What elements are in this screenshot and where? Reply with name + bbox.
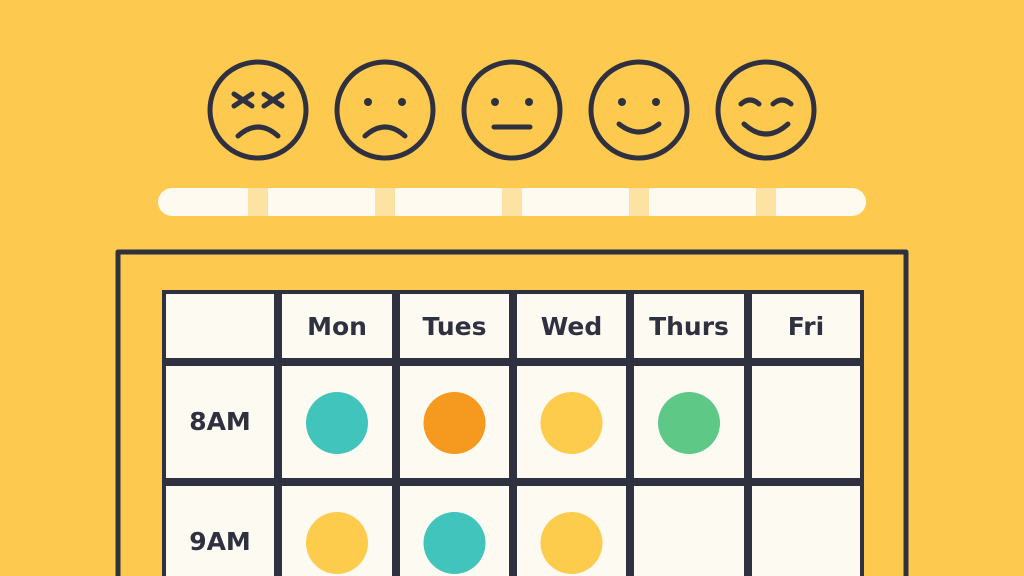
cell bbox=[278, 290, 396, 362]
mood-dot bbox=[658, 392, 720, 454]
calendar-grid: Mon Tues Wed Thurs Fri 8AM 9AM bbox=[162, 290, 864, 576]
cell bbox=[630, 362, 748, 482]
cell bbox=[162, 362, 278, 482]
cell bbox=[630, 482, 748, 576]
time-label: 8AM bbox=[189, 407, 251, 436]
column-header: Fri bbox=[788, 312, 824, 341]
cell bbox=[162, 482, 278, 576]
mood-dot bbox=[306, 512, 368, 574]
time-label: 9AM bbox=[189, 527, 251, 556]
mood-slider bbox=[158, 188, 866, 216]
cell bbox=[630, 290, 748, 362]
face-neutral bbox=[461, 59, 563, 161]
column-header: Tues bbox=[423, 312, 487, 341]
mood-dot bbox=[423, 392, 486, 454]
face-angry bbox=[207, 59, 309, 161]
cell bbox=[396, 290, 513, 362]
mood-dot bbox=[540, 512, 603, 574]
face-joyful bbox=[715, 59, 817, 161]
mood-dot bbox=[423, 512, 486, 574]
face-sad bbox=[334, 59, 436, 161]
column-header: Wed bbox=[541, 312, 603, 341]
column-header: Mon bbox=[307, 312, 367, 341]
cell bbox=[748, 482, 864, 576]
mood-dot bbox=[306, 392, 368, 454]
mood-faces bbox=[207, 59, 817, 161]
column-header: Thurs bbox=[649, 312, 729, 341]
cell bbox=[162, 290, 278, 362]
cell bbox=[748, 362, 864, 482]
cell bbox=[513, 290, 630, 362]
mood-dot bbox=[540, 392, 603, 454]
calendar-card bbox=[115, 249, 909, 576]
cell bbox=[748, 290, 864, 362]
face-happy bbox=[588, 59, 690, 161]
